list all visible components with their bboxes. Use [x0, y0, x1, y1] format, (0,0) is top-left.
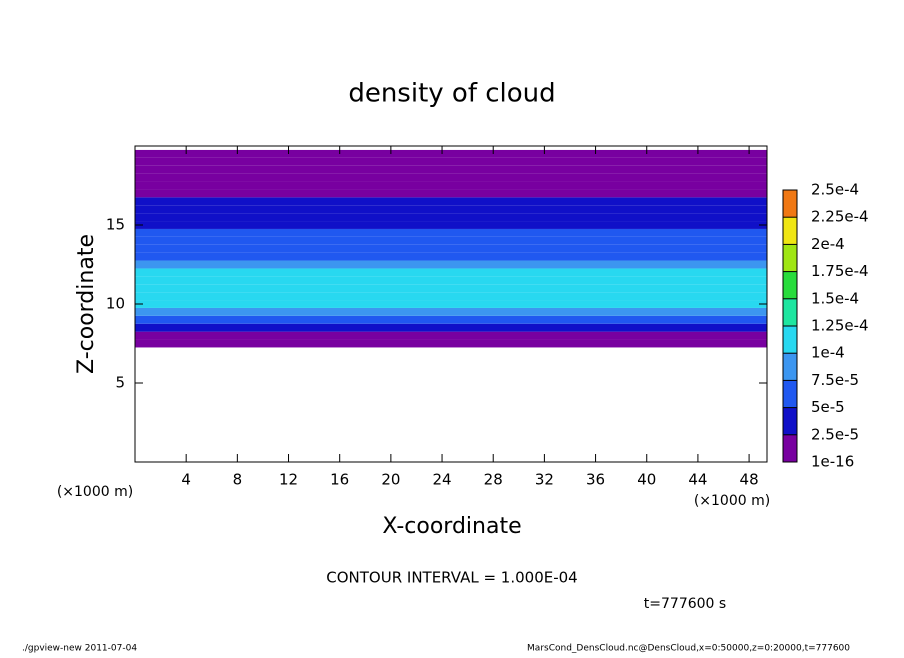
- density-band: [135, 189, 767, 198]
- y-axis-title: Z-coordinate: [74, 234, 99, 374]
- x-tick-label: 40: [637, 471, 656, 489]
- contour-note: CONTOUR INTERVAL = 1.000E-04: [326, 569, 577, 587]
- colorbar-band: [783, 434, 797, 462]
- colorbar-band: [783, 353, 797, 381]
- colorbar-band: [783, 407, 797, 435]
- density-band: [135, 149, 767, 158]
- colorbar-label: 5e-5: [811, 398, 845, 416]
- density-band: [135, 228, 767, 237]
- density-band: [135, 173, 767, 182]
- x-tick-label: 12: [279, 471, 298, 489]
- colorbar-band: [783, 326, 797, 354]
- density-band: [135, 300, 767, 308]
- density-band: [135, 331, 767, 340]
- density-band: [135, 205, 767, 214]
- colorbar-band: [783, 190, 797, 218]
- colorbar-label: 2e-4: [811, 235, 845, 253]
- chart-title: density of cloud: [348, 79, 555, 109]
- x-tick-label: 48: [740, 471, 759, 489]
- density-band: [135, 181, 767, 190]
- density-band: [135, 315, 767, 324]
- density-band: [135, 284, 767, 293]
- density-band: [135, 339, 767, 348]
- y-tick-label: 5: [115, 374, 125, 392]
- colorbar-label: 1.25e-4: [811, 317, 869, 335]
- density-band: [135, 268, 767, 277]
- density-band: [135, 213, 767, 222]
- x-axis-title: X-coordinate: [382, 514, 521, 539]
- x-tick-label: 20: [381, 471, 400, 489]
- x-tick-label: 36: [586, 471, 605, 489]
- x-tick-label: 16: [330, 471, 349, 489]
- density-band: [135, 165, 767, 174]
- density-band: [135, 260, 767, 269]
- colorbar-label: 1e-16: [811, 453, 854, 471]
- density-band: [135, 252, 767, 261]
- colorbar-label: 1e-4: [811, 344, 845, 362]
- time-note: t=777600 s: [644, 596, 726, 612]
- colorbar-band: [783, 298, 797, 326]
- colorbar-label: 1.75e-4: [811, 262, 869, 280]
- colorbar-band: [783, 244, 797, 272]
- x-tick-label: 4: [181, 471, 191, 489]
- x-tick-label: 8: [233, 471, 243, 489]
- y-unit: (×1000 m): [57, 484, 133, 500]
- density-band: [135, 323, 767, 332]
- y-tick-label: 10: [106, 295, 125, 313]
- density-band: [135, 221, 767, 229]
- footer-left: ./gpview-new 2011-07-04: [22, 644, 137, 654]
- density-band: [135, 276, 767, 285]
- colorbar-band: [783, 380, 797, 408]
- density-band: [135, 157, 767, 166]
- x-tick-label: 24: [432, 471, 451, 489]
- colorbar-label: 2.25e-4: [811, 208, 869, 226]
- density-band: [135, 292, 767, 301]
- colorbar-band: [783, 217, 797, 245]
- density-band: [135, 244, 767, 253]
- y-tick-label: 15: [106, 216, 125, 234]
- footer-right: MarsCond_DensCloud.nc@DensCloud,x=0:5000…: [527, 644, 850, 654]
- colorbar-label: 1.5e-4: [811, 289, 859, 307]
- x-unit: (×1000 m): [694, 493, 770, 509]
- colorbar-label: 2.5e-5: [811, 425, 859, 443]
- density-band: [135, 307, 767, 316]
- colorbar-label: 7.5e-5: [811, 371, 859, 389]
- x-tick-label: 44: [688, 471, 707, 489]
- density-band: [135, 236, 767, 245]
- colorbar-band: [783, 271, 797, 299]
- x-tick-label: 32: [535, 471, 554, 489]
- colorbar-label: 2.5e-4: [811, 181, 859, 199]
- density-band: [135, 197, 767, 206]
- x-tick-label: 28: [484, 471, 503, 489]
